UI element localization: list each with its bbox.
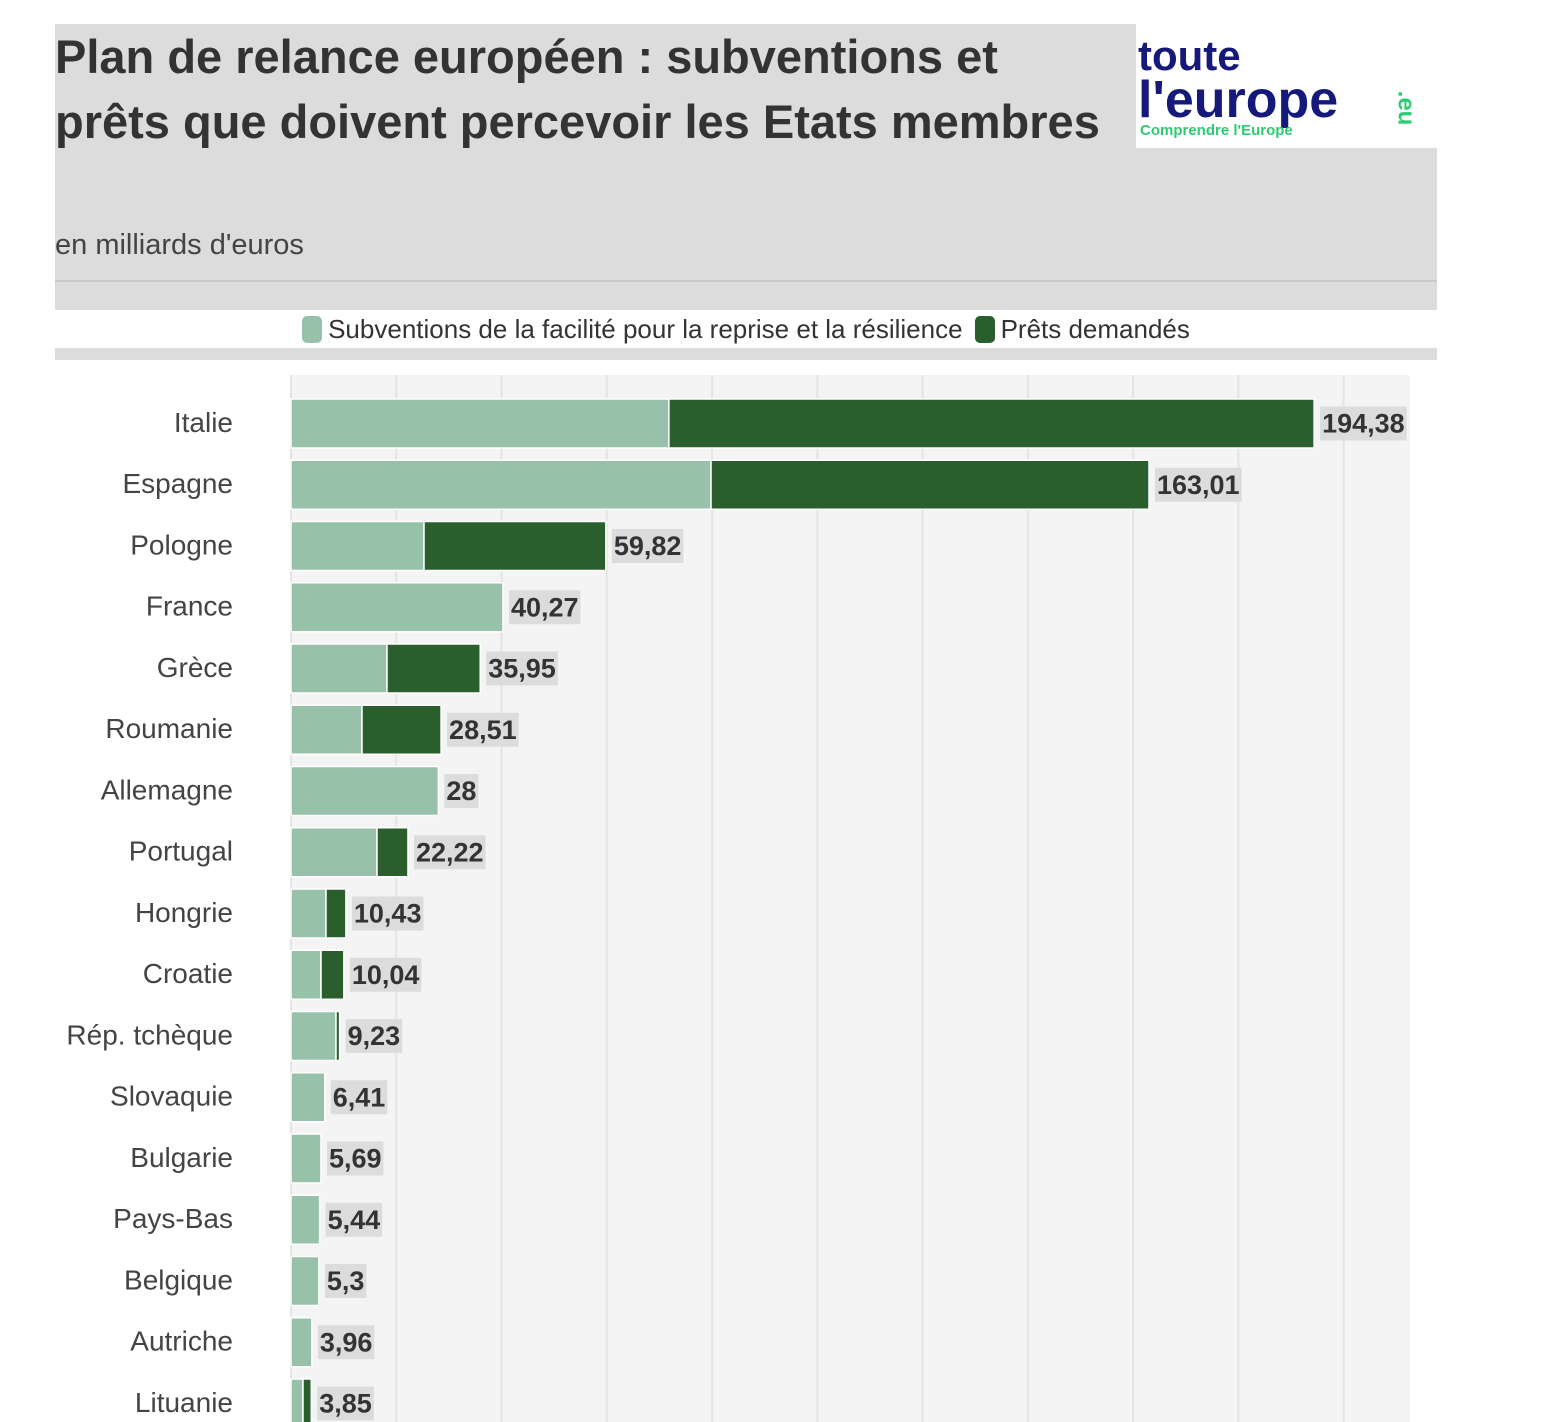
y-tick-label: Autriche <box>130 1326 233 1357</box>
y-tick-label: Pologne <box>130 529 233 560</box>
bar-segment <box>290 704 363 755</box>
bar-segment <box>290 643 388 694</box>
bar-segment <box>290 1010 337 1062</box>
label-background <box>486 651 558 686</box>
label-background <box>413 835 486 870</box>
legend-item: Prêts demandés <box>974 313 1190 345</box>
label-background <box>330 1080 388 1115</box>
bar-segment <box>290 1133 322 1184</box>
bar-segment <box>290 582 504 633</box>
data-label: 28,51 <box>449 715 517 745</box>
data-label: 194,38 <box>1322 409 1405 439</box>
bar-segment <box>386 643 481 694</box>
logo-tagline: Comprendre l'Europe <box>1140 122 1293 139</box>
label-background <box>325 1202 383 1237</box>
label-background <box>349 957 422 992</box>
label-background <box>1154 467 1242 502</box>
y-tick-label: Rép. tchèque <box>66 1019 233 1050</box>
header: Plan de relance européen : subventions e… <box>55 24 1437 310</box>
bar-segment <box>710 459 1150 510</box>
label-background <box>444 774 479 808</box>
y-tick-label: Roumanie <box>105 713 233 744</box>
title: Plan de relance européen : subventions e… <box>55 30 1100 148</box>
label-background <box>317 1386 374 1421</box>
data-label: 6,41 <box>333 1082 386 1112</box>
bar-segment <box>290 398 670 449</box>
bar-segment <box>376 827 409 878</box>
label-background <box>1320 406 1407 441</box>
data-label: 10,04 <box>352 960 420 990</box>
label-background <box>345 1019 403 1053</box>
bar-segment <box>290 459 712 510</box>
label-background <box>317 1325 375 1360</box>
bar-segment <box>290 520 425 572</box>
divider <box>55 280 1437 282</box>
bar-segment <box>290 765 440 817</box>
bar-segment <box>290 1072 326 1123</box>
subtitle: en milliards d'euros <box>55 229 304 261</box>
legend-swatch <box>974 315 995 343</box>
bar-segment <box>290 1317 313 1368</box>
bar-segment <box>290 1194 321 1245</box>
label-background <box>611 529 684 563</box>
y-tick-label: Italie <box>174 407 233 438</box>
bar-segment <box>290 1378 304 1422</box>
data-label: 5,69 <box>329 1144 382 1174</box>
data-label: 163,01 <box>1157 470 1240 500</box>
legend: Subventions de la facilité pour la repri… <box>55 310 1437 348</box>
divider <box>55 348 1437 360</box>
bar-segment <box>290 888 327 939</box>
y-tick-label: Pays-Bas <box>113 1203 233 1234</box>
bar-segment <box>668 398 1315 449</box>
y-tick-label: France <box>146 591 233 622</box>
y-tick-label: Slovaquie <box>110 1081 233 1112</box>
legend-label: Prêts demandés <box>1000 313 1190 344</box>
data-label: 40,27 <box>511 592 579 622</box>
y-tick-label: Espagne <box>122 468 233 499</box>
logo-text: toute <box>1138 32 1241 79</box>
bar-segment <box>302 1378 313 1422</box>
legend-item: Subventions de la facilité pour la repri… <box>302 313 963 345</box>
y-tick-label: Bulgarie <box>130 1142 233 1173</box>
data-label: 59,82 <box>614 531 682 561</box>
legend-label: Subventions de la facilité pour la repri… <box>328 313 963 344</box>
y-tick-label: Portugal <box>129 836 233 867</box>
label-background <box>324 1264 367 1298</box>
label-background <box>351 896 424 931</box>
bar-segment <box>325 888 347 939</box>
y-tick-label: Grèce <box>157 652 233 683</box>
data-label: 22,22 <box>416 837 484 867</box>
logo-text: l'europe <box>1138 71 1339 129</box>
data-label: 35,95 <box>488 654 556 684</box>
bar-segment <box>423 520 607 572</box>
bar-segment <box>290 1255 320 1307</box>
bar-segment <box>361 704 442 755</box>
logo: toute l'europe .eu Comprendre l'Europe <box>1136 24 1437 148</box>
bar-segment <box>290 949 322 1000</box>
data-label: 5,44 <box>328 1205 381 1235</box>
y-tick-label: Lituanie <box>135 1387 233 1418</box>
bar-segment <box>335 1010 341 1062</box>
y-tick-label: Allemagne <box>101 774 233 805</box>
bar-segment <box>290 827 378 878</box>
legend-swatch <box>302 315 323 343</box>
data-label: 3,85 <box>319 1389 372 1419</box>
data-label: 5,3 <box>327 1266 365 1296</box>
y-tick-label: Hongrie <box>135 897 233 928</box>
label-background <box>447 712 519 747</box>
bar-segment <box>320 949 345 1000</box>
label-background <box>326 1141 384 1176</box>
data-label: 28 <box>446 776 476 806</box>
data-label: 9,23 <box>348 1021 401 1051</box>
y-tick-label: Croatie <box>143 958 233 989</box>
y-tick-label: Belgique <box>124 1264 233 1295</box>
label-background <box>508 590 581 625</box>
data-label: 3,96 <box>320 1327 373 1357</box>
data-label: 10,43 <box>354 899 422 929</box>
